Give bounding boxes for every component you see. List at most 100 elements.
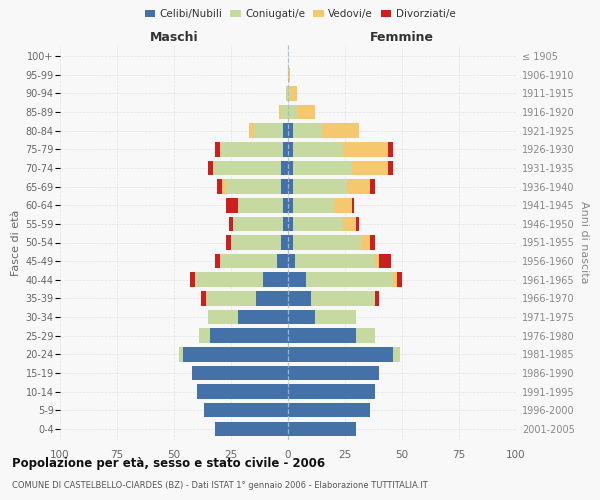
Bar xyxy=(393,347,400,362)
Bar xyxy=(288,124,293,138)
Bar xyxy=(388,142,393,156)
Bar xyxy=(215,422,288,436)
Bar xyxy=(293,180,347,194)
Bar xyxy=(356,216,359,231)
Bar xyxy=(208,160,213,175)
Bar xyxy=(288,235,293,250)
Bar xyxy=(347,180,370,194)
Bar xyxy=(190,272,194,287)
Bar xyxy=(229,216,233,231)
Bar xyxy=(281,160,288,175)
Bar xyxy=(226,198,238,212)
Bar xyxy=(208,310,238,324)
Bar xyxy=(283,142,288,156)
Bar xyxy=(290,86,297,101)
Bar xyxy=(215,142,220,156)
Bar xyxy=(263,272,288,287)
Bar xyxy=(356,328,374,343)
Bar xyxy=(388,160,393,175)
Bar xyxy=(288,142,293,156)
Bar xyxy=(374,291,379,306)
Bar xyxy=(288,347,393,362)
Bar xyxy=(288,403,370,417)
Bar xyxy=(288,384,374,399)
Text: COMUNE DI CASTELBELLO-CIARDES (BZ) - Dati ISTAT 1° gennaio 2006 - Elaborazione T: COMUNE DI CASTELBELLO-CIARDES (BZ) - Dat… xyxy=(12,480,428,490)
Bar xyxy=(220,142,283,156)
Bar xyxy=(288,310,316,324)
Bar xyxy=(288,198,293,212)
Bar xyxy=(352,160,388,175)
Bar xyxy=(220,254,277,268)
Bar xyxy=(281,105,288,120)
Bar xyxy=(202,291,206,306)
Legend: Celibi/Nubili, Coniugati/e, Vedovi/e, Divorziati/e: Celibi/Nubili, Coniugati/e, Vedovi/e, Di… xyxy=(140,5,460,24)
Bar xyxy=(279,105,281,120)
Bar xyxy=(226,180,281,194)
Bar xyxy=(277,254,288,268)
Bar xyxy=(288,180,293,194)
Y-axis label: Anni di nascita: Anni di nascita xyxy=(579,201,589,284)
Bar xyxy=(192,366,288,380)
Bar xyxy=(288,422,356,436)
Bar xyxy=(374,254,379,268)
Bar xyxy=(311,291,374,306)
Bar xyxy=(297,105,316,120)
Bar xyxy=(379,254,391,268)
Bar xyxy=(238,198,283,212)
Text: Femmine: Femmine xyxy=(370,31,434,44)
Text: Maschi: Maschi xyxy=(149,31,199,44)
Bar xyxy=(206,291,256,306)
Bar xyxy=(343,142,388,156)
Bar xyxy=(293,198,334,212)
Bar xyxy=(295,254,374,268)
Bar xyxy=(231,235,281,250)
Bar xyxy=(281,180,288,194)
Bar xyxy=(283,198,288,212)
Bar xyxy=(288,328,356,343)
Bar xyxy=(179,347,183,362)
Bar xyxy=(288,291,311,306)
Bar xyxy=(334,198,352,212)
Bar xyxy=(199,328,211,343)
Bar xyxy=(215,254,220,268)
Bar xyxy=(288,272,306,287)
Bar xyxy=(293,124,322,138)
Bar xyxy=(288,160,293,175)
Bar xyxy=(211,328,288,343)
Bar xyxy=(217,180,222,194)
Bar xyxy=(213,160,281,175)
Bar xyxy=(361,235,370,250)
Bar xyxy=(283,216,288,231)
Bar xyxy=(222,180,226,194)
Bar xyxy=(238,310,288,324)
Bar xyxy=(283,124,288,138)
Bar xyxy=(197,384,288,399)
Bar xyxy=(370,180,374,194)
Bar xyxy=(288,254,295,268)
Bar xyxy=(288,86,290,101)
Bar xyxy=(183,347,288,362)
Bar xyxy=(293,160,352,175)
Bar xyxy=(256,291,288,306)
Bar xyxy=(286,86,288,101)
Bar xyxy=(352,198,354,212)
Bar xyxy=(194,272,263,287)
Bar xyxy=(226,235,231,250)
Bar xyxy=(397,272,402,287)
Text: Popolazione per età, sesso e stato civile - 2006: Popolazione per età, sesso e stato civil… xyxy=(12,458,325,470)
Bar xyxy=(288,366,379,380)
Bar xyxy=(249,124,254,138)
Bar xyxy=(293,216,343,231)
Bar xyxy=(306,272,393,287)
Bar xyxy=(316,310,356,324)
Bar xyxy=(293,235,361,250)
Bar xyxy=(370,235,374,250)
Bar xyxy=(288,105,297,120)
Bar xyxy=(288,216,293,231)
Bar xyxy=(322,124,359,138)
Bar xyxy=(288,68,290,82)
Bar xyxy=(233,216,283,231)
Bar xyxy=(203,403,288,417)
Bar xyxy=(254,124,283,138)
Bar xyxy=(343,216,356,231)
